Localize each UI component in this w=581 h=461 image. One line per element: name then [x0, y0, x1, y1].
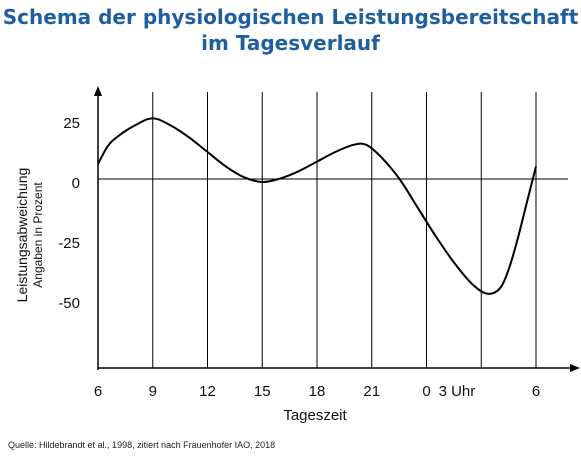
x-tick-label: 6: [94, 383, 102, 400]
x-axis-label: Tageszeit: [283, 407, 347, 424]
source-note: Quelle: Hildebrandt et al., 1998, zitier…: [8, 440, 276, 450]
x-tick-label: 21: [363, 383, 380, 400]
x-tick-label: 6: [532, 383, 540, 400]
x-tick-labels: 6 9 12 15 18 21 0 3 Uhr 6: [94, 383, 540, 400]
y-tick-labels: 25 0 -25 -50: [58, 115, 80, 312]
y-axis-arrow: [94, 86, 102, 96]
y-axis-label: Leistungsabweichung: [14, 168, 30, 303]
vertical-gridlines: [152, 92, 537, 368]
y-tick-label: 25: [63, 115, 80, 132]
x-tick-label: 15: [254, 383, 271, 400]
x-tick-label: 18: [309, 383, 326, 400]
y-tick-label: 0: [72, 175, 80, 192]
chart-title-line-1: Schema der physiologischen Leistungsbere…: [2, 5, 579, 29]
x-tick-label: 0: [422, 383, 430, 400]
y-axis-sublabel: Angaben in Prozent: [31, 182, 45, 288]
chart-title-line-2: im Tagesverlauf: [201, 31, 380, 55]
performance-curve: [97, 117, 537, 295]
x-tick-label: 12: [199, 383, 216, 400]
x-axis-arrow: [570, 364, 580, 372]
x-tick-label: 3 Uhr: [439, 383, 476, 400]
chart-title: Schema der physiologischen Leistungsbere…: [0, 4, 581, 56]
y-tick-label: -25: [58, 235, 80, 252]
y-tick-label: -50: [58, 295, 80, 312]
x-tick-label: 9: [149, 383, 157, 400]
line-chart: 25 0 -25 -50 6 9 12 15 18 21 0 3 Uhr 6 Tageszeit Le…: [14, 86, 580, 424]
